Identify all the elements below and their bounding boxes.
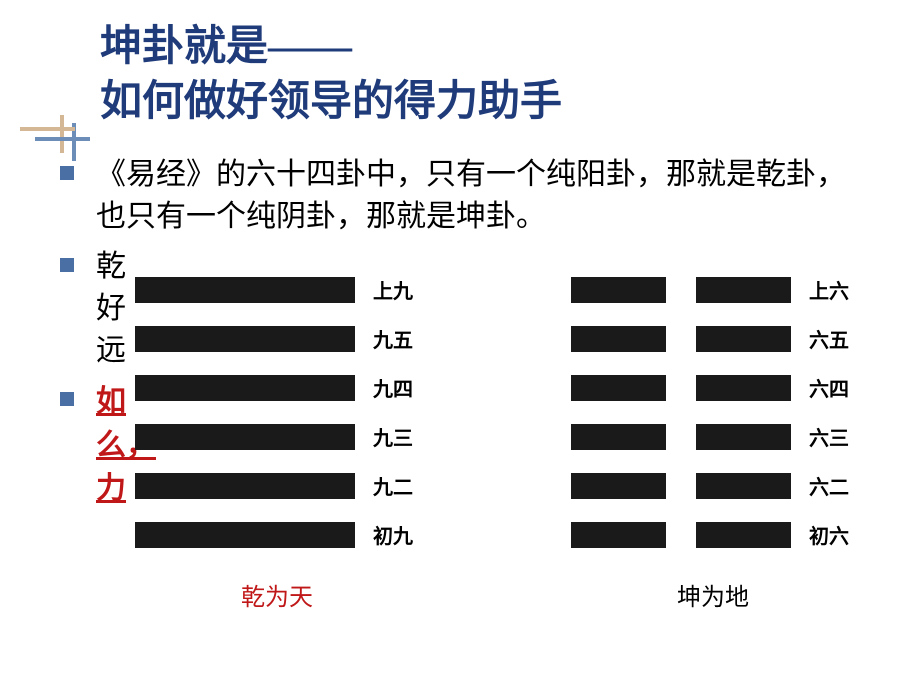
hex-line-row: 九三 (135, 422, 419, 451)
partial-text: 么 (96, 429, 126, 462)
hex-line-row: 六二 (571, 471, 855, 500)
hex-line-row: 六三 (571, 422, 855, 451)
hexagram-name: 坤为地 (677, 577, 749, 612)
yin-half (696, 375, 791, 401)
hex-line-row: 九二 (135, 471, 419, 500)
yang-line (135, 424, 355, 450)
hex-line-row: 初九 (135, 520, 419, 549)
hex-line-row: 六五 (571, 324, 855, 353)
yin-line (571, 326, 791, 352)
yin-line (571, 277, 791, 303)
yin-half (571, 375, 666, 401)
bullet-marker (60, 392, 74, 406)
hex-line-row: 六四 (571, 373, 855, 402)
kun-hexagram: 上六 六五 六四 六三 六二 初六 坤为地 (571, 275, 855, 635)
yin-line (571, 375, 791, 401)
dec-bar (60, 115, 64, 153)
yang-line (135, 522, 355, 548)
bullet-marker (60, 258, 74, 272)
partial-text: 如 (96, 385, 126, 418)
slide-title: 坤卦就是—— 如何做好领导的得力助手 (100, 20, 820, 129)
dec-bar (35, 137, 90, 141)
hex-line-row: 上六 (571, 275, 855, 304)
bullet-text: 《易经》的六十四卦中，只有一个纯阳卦，那就是乾卦，也只有一个纯阴卦，那就是坤卦。 (96, 154, 860, 238)
hex-line-row: 九五 (135, 324, 419, 353)
hex-line-row: 初六 (571, 520, 855, 549)
yin-half (696, 326, 791, 352)
title-decoration (20, 115, 90, 160)
line-label: 初六 (809, 520, 855, 549)
hex-line-row: 九四 (135, 373, 419, 402)
dec-bar (20, 127, 75, 131)
yin-half (571, 326, 666, 352)
yang-line (135, 473, 355, 499)
bullet-text: 乾 好 远 (96, 246, 126, 372)
line-label: 九三 (373, 422, 419, 451)
yin-half (571, 473, 666, 499)
partial-text: 乾 (96, 250, 126, 283)
yin-line (571, 424, 791, 450)
partial-text: 好 (96, 292, 126, 325)
hexagram-diagram: 上九 九五 九四 九三 九二 初九 乾为天 上六 六五 (135, 275, 855, 635)
hex-line-row: 上九 (135, 275, 419, 304)
yin-half (696, 277, 791, 303)
line-label: 上六 (809, 275, 855, 304)
line-label: 初九 (373, 520, 419, 549)
line-label: 六二 (809, 471, 855, 500)
title-line-2: 如何做好领导的得力助手 (100, 79, 562, 125)
yang-line (135, 326, 355, 352)
yin-half (571, 522, 666, 548)
yin-half (696, 522, 791, 548)
yin-line (571, 473, 791, 499)
hexagram-name: 乾为天 (241, 577, 313, 612)
line-label: 九五 (373, 324, 419, 353)
line-label: 六三 (809, 422, 855, 451)
yin-half (696, 424, 791, 450)
title-area: 坤卦就是—— 如何做好领导的得力助手 (0, 0, 920, 139)
yang-line (135, 375, 355, 401)
line-label: 九四 (373, 373, 419, 402)
yin-line (571, 522, 791, 548)
line-label: 上九 (373, 275, 419, 304)
line-label: 六四 (809, 373, 855, 402)
qian-hexagram: 上九 九五 九四 九三 九二 初九 乾为天 (135, 275, 419, 635)
bullet-item: 《易经》的六十四卦中，只有一个纯阳卦，那就是乾卦，也只有一个纯阴卦，那就是坤卦。 (60, 154, 860, 238)
line-label: 六五 (809, 324, 855, 353)
yin-half (571, 277, 666, 303)
bullet-marker (60, 166, 74, 180)
yang-line (135, 277, 355, 303)
partial-text: 力 (96, 472, 126, 505)
title-line-1: 坤卦就是—— (100, 24, 352, 70)
yin-half (696, 473, 791, 499)
yin-half (571, 424, 666, 450)
partial-text: 远 (96, 334, 126, 367)
line-label: 九二 (373, 471, 419, 500)
